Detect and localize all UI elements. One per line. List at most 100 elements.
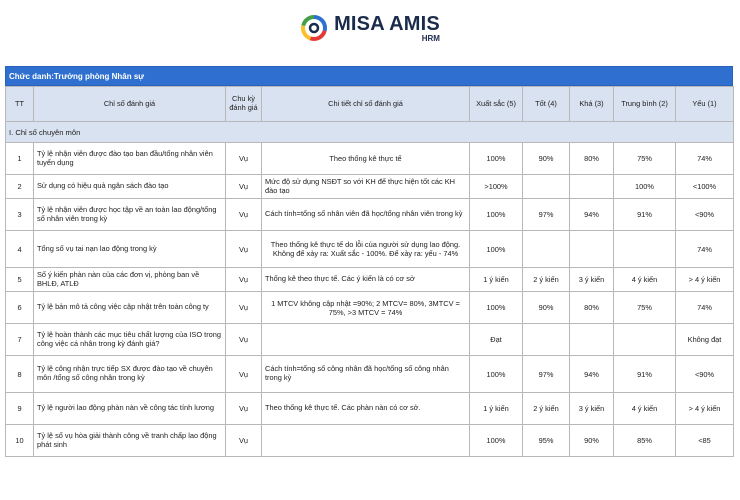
- average-cell: [613, 323, 676, 356]
- weak-cell: Không đạt: [675, 323, 734, 356]
- row-number: 2: [5, 174, 34, 199]
- criteria-cell: Tỷ lệ nhận viên được học tập về an toàn …: [33, 198, 226, 231]
- excellent-cell: Đạt: [469, 323, 523, 356]
- average-cell: 4 ý kiến: [613, 267, 676, 292]
- weak-cell: <90%: [675, 198, 734, 231]
- excellent-cell: 1 ý kiến: [469, 392, 523, 425]
- cycle-cell: Vụ: [225, 392, 262, 425]
- position-title: Chức danh:Trưởng phòng Nhân sự: [5, 66, 733, 86]
- section-label: I. Chỉ số chuyên môn: [5, 121, 734, 143]
- cycle-cell: Vụ: [225, 323, 262, 356]
- detail-cell: Theo thống kê thực tế do lỗi của người s…: [261, 230, 470, 268]
- criteria-cell: Tỷ lệ bản mô tả công việc cập nhật trên …: [33, 291, 226, 324]
- good-cell: 97%: [522, 355, 570, 393]
- detail-cell: Theo thống kê thực tế: [261, 142, 470, 175]
- row-number: 6: [5, 291, 34, 324]
- row-number: 8: [5, 355, 34, 393]
- table-row: 5 Số ý kiến phàn nàn của các đơn vị, phòn…: [5, 267, 734, 292]
- table-row: 3 Tỷ lệ nhận viên được học tập về an toàn…: [5, 198, 734, 231]
- kpi-sheet: Chức danh:Trưởng phòng Nhân sự TT Chỉ số…: [5, 66, 734, 457]
- detail-cell: Mức độ sử dụng NSĐT so với KH để thực hi…: [261, 174, 470, 199]
- cycle-cell: Vụ: [225, 142, 262, 175]
- table-row: 4 Tổng số vụ tai nạn lao động trong kỳ Vụ T…: [5, 230, 734, 268]
- good-cell: [522, 174, 570, 199]
- cycle-cell: Vụ: [225, 230, 262, 268]
- cycle-cell: Vụ: [225, 424, 262, 457]
- weak-cell: <85: [675, 424, 734, 457]
- detail-cell: Cách tính=tổng số công nhân đã học/tổng …: [261, 355, 470, 393]
- fair-cell: 80%: [569, 142, 614, 175]
- header-detail: Chi tiết chỉ số đánh giá: [261, 86, 470, 122]
- excellent-cell: 100%: [469, 230, 523, 268]
- average-cell: 91%: [613, 355, 676, 393]
- fair-cell: 90%: [569, 424, 614, 457]
- header-row: TT Chỉ số đánh giá Chu kỳ đánh giá Chi t…: [5, 86, 734, 122]
- row-number: 7: [5, 323, 34, 356]
- fair-cell: 94%: [569, 355, 614, 393]
- weak-cell: 74%: [675, 291, 734, 324]
- good-cell: [522, 323, 570, 356]
- header-criteria: Chỉ số đánh giá: [33, 86, 226, 122]
- fair-cell: 3 ý kiến: [569, 267, 614, 292]
- brand-sub: HRM: [421, 33, 440, 43]
- excellent-cell: 100%: [469, 142, 523, 175]
- average-cell: 75%: [613, 291, 676, 324]
- good-cell: [522, 230, 570, 268]
- row-number: 4: [5, 230, 34, 268]
- detail-cell: Thống kê theo thực tế. Các ý kiến là có …: [261, 267, 470, 292]
- fair-cell: 94%: [569, 198, 614, 231]
- excellent-cell: 1 ý kiến: [469, 267, 523, 292]
- average-cell: 75%: [613, 142, 676, 175]
- weak-cell: <90%: [675, 355, 734, 393]
- row-number: 1: [5, 142, 34, 175]
- table-row: 10 Tỷ lệ số vụ hòa giải thành công về tra…: [5, 424, 734, 457]
- weak-cell: <100%: [675, 174, 734, 199]
- criteria-cell: Tỷ lệ công nhận trực tiếp SX được đào tạ…: [33, 355, 226, 393]
- brand-name: MISA AMIS: [334, 12, 440, 35]
- fair-cell: [569, 230, 614, 268]
- weak-cell: > 4 ý kiến: [675, 392, 734, 425]
- cycle-cell: Vụ: [225, 174, 262, 199]
- average-cell: 4 ý kiến: [613, 392, 676, 425]
- header-good: Tốt (4): [522, 86, 570, 122]
- excellent-cell: 100%: [469, 291, 523, 324]
- table-row: 9 Tỷ lệ người lao động phàn nàn về công t…: [5, 392, 734, 425]
- row-number: 3: [5, 198, 34, 231]
- row-number: 10: [5, 424, 34, 457]
- header-cycle: Chu kỳ đánh giá: [225, 86, 262, 122]
- header-excellent: Xuất sắc (5): [469, 86, 523, 122]
- table-row: 2 Sử dụng có hiệu quả ngân sách đào tạo Vụ…: [5, 174, 734, 199]
- criteria-cell: Tỷ lệ người lao động phàn nàn về công tá…: [33, 392, 226, 425]
- fair-cell: 3 ý kiến: [569, 392, 614, 425]
- criteria-cell: Sử dụng có hiệu quả ngân sách đào tạo: [33, 174, 226, 199]
- excellent-cell: 100%: [469, 355, 523, 393]
- criteria-cell: Số ý kiến phàn nàn của các đơn vị, phòng…: [33, 267, 226, 292]
- good-cell: 97%: [522, 198, 570, 231]
- average-cell: [613, 230, 676, 268]
- detail-cell: Theo thống kê thực tế. Các phàn nàn có c…: [261, 392, 470, 425]
- excellent-cell: 100%: [469, 198, 523, 231]
- cycle-cell: Vụ: [225, 291, 262, 324]
- criteria-cell: Tổng số vụ tai nạn lao động trong kỳ: [33, 230, 226, 268]
- header-weak: Yếu (1): [675, 86, 734, 122]
- misa-logo-icon: [301, 15, 328, 41]
- good-cell: 90%: [522, 291, 570, 324]
- weak-cell: > 4 ý kiến: [675, 267, 734, 292]
- table-row: 7 Tỷ lệ hoàn thành các mục tiêu chất lượn…: [5, 323, 734, 356]
- fair-cell: 80%: [569, 291, 614, 324]
- excellent-cell: >100%: [469, 174, 523, 199]
- criteria-cell: Tỷ lệ số vụ hòa giải thành công về tranh…: [33, 424, 226, 457]
- good-cell: 95%: [522, 424, 570, 457]
- detail-cell: [261, 424, 470, 457]
- detail-cell: Cách tính=tổng số nhân viên đã học/tổng …: [261, 198, 470, 231]
- table-row: 6 Tỷ lệ bản mô tả công việc cập nhật trên…: [5, 291, 734, 324]
- weak-cell: 74%: [675, 142, 734, 175]
- header-tt: TT: [5, 86, 34, 122]
- detail-cell: 1 MTCV không cập nhật =90%; 2 MTCV= 80%,…: [261, 291, 470, 324]
- criteria-cell: Tỷ lệ hoàn thành các mục tiêu chất lượng…: [33, 323, 226, 356]
- cycle-cell: Vụ: [225, 355, 262, 393]
- good-cell: 2 ý kiến: [522, 267, 570, 292]
- excellent-cell: 100%: [469, 424, 523, 457]
- header-fair: Khá (3): [569, 86, 614, 122]
- table-row: 8 Tỷ lệ công nhận trực tiếp SX được đào t…: [5, 355, 734, 393]
